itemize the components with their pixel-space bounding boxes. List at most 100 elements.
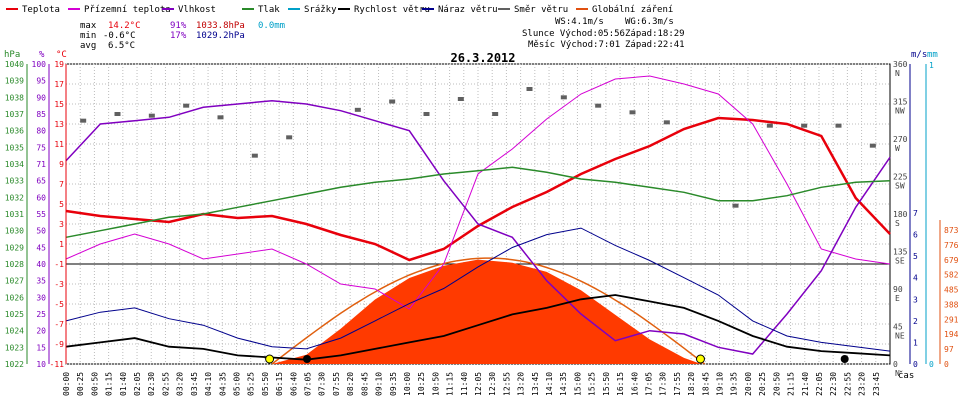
rain-tick-label: 0 [929, 360, 934, 369]
x-tick-label: 07:55 [332, 372, 341, 396]
pct-tick-label: 10 [36, 360, 46, 369]
moonrise-marker [303, 355, 312, 363]
wind-dir-tick-label: 315 [893, 98, 908, 107]
pct-tick-label: 75 [36, 143, 46, 152]
series-line [65, 294, 891, 361]
wind-direction-point [114, 112, 121, 116]
x-tick-label: 15:00 [573, 372, 582, 396]
pct-tick-label: 100 [32, 60, 47, 69]
x-tick-label: 04:35 [218, 372, 227, 396]
rain-tick-label: 1 [929, 61, 934, 70]
wind-direction-point [595, 103, 602, 108]
x-tick-label: 12:05 [474, 372, 483, 396]
x-tick-label: 13:20 [517, 372, 526, 396]
x-tick-label: 17:05 [644, 372, 653, 396]
wind-direction-point [766, 123, 773, 128]
info-sun: Slunce Východ:05:56 [522, 29, 625, 39]
legend-label: Tlak [258, 5, 280, 15]
x-tick-label: 08:45 [360, 372, 369, 396]
temp-tick-label: -11 [50, 360, 65, 369]
x-tick-label: 09:35 [389, 372, 398, 396]
hpa-tick-label: 1040 [5, 60, 24, 69]
x-tick-label: 18:20 [687, 372, 696, 396]
pct-tick-label: 90 [36, 93, 46, 102]
info-moon: Měsíc Východ:7:01 [528, 40, 620, 50]
wind-speed-tick-label: 7 [913, 209, 918, 218]
wind-speed-tick-label: 1 [913, 338, 918, 347]
wind-dir-tick-label: 360 [893, 60, 908, 69]
hpa-tick-label: 1023 [5, 343, 24, 352]
x-tick-label: 12:30 [488, 372, 497, 396]
wind-direction-point [663, 120, 670, 125]
pct-tick-label: 30 [36, 293, 46, 302]
wind-dir-tick-label: 225 [893, 173, 908, 182]
stat-avg-temp: 6.5°C [108, 41, 135, 51]
x-tick-label: 07:05 [304, 372, 313, 396]
wind-dir-tick-label: SW [895, 182, 905, 191]
temp-tick-label: 9 [59, 160, 64, 169]
wind-speed-tick-label: 6 [913, 231, 918, 240]
temp-tick-label: -3 [54, 280, 64, 289]
wind-direction-point [80, 118, 87, 123]
wind-dir-tick-label: NW [895, 107, 905, 116]
x-tick-label: 18:45 [701, 372, 710, 396]
x-tick-label: 04:10 [204, 372, 213, 396]
hpa-tick-label: 1038 [5, 93, 24, 102]
hpa-tick-label: 1036 [5, 127, 24, 136]
series-line [65, 75, 891, 310]
pct-tick-label: 55 [36, 210, 46, 219]
pct-tick-label: 80 [36, 127, 46, 136]
temp-tick-label: 7 [59, 180, 64, 189]
x-tick-label: 22:55 [843, 372, 852, 396]
pct-tick-label: 65 [36, 177, 46, 186]
x-tick-label: 00:00 [62, 372, 71, 396]
radiation-tick-label: 582 [944, 271, 959, 280]
temp-tick-label: 13 [54, 120, 64, 129]
wind-dir-tick-label: S [895, 219, 900, 228]
info-ws: WS:4.1m/s [555, 17, 604, 27]
chart-title: 26.3.2012 [450, 51, 515, 65]
hpa-tick-label: 1031 [5, 210, 24, 219]
x-tick-label: 08:20 [346, 372, 355, 396]
temp-tick-label: -7 [54, 320, 64, 329]
radiation-tick-label: 485 [944, 286, 959, 295]
axis-temp-label: °C [56, 50, 67, 60]
line-series [65, 75, 891, 361]
wind-speed-tick-label: 4 [913, 274, 918, 283]
pct-tick-label: 15 [36, 343, 46, 352]
pct-tick-label: 71 [36, 160, 46, 169]
pct-tick-label: 40 [36, 260, 46, 269]
wind-dir-tick-label: 135 [893, 248, 908, 257]
x-tick-label: 10:00 [403, 372, 412, 396]
wind-direction-point [183, 103, 190, 108]
radiation-tick-label: 873 [944, 226, 959, 235]
x-tick-label: 11:15 [446, 372, 455, 396]
temp-tick-label: 5 [59, 200, 64, 209]
stat-max-temp: 14.2°C [108, 21, 141, 31]
temp-tick-label: 3 [59, 220, 64, 229]
x-tick-label: 15:50 [602, 372, 611, 396]
moonset-marker [840, 355, 849, 363]
hpa-tick-label: 1030 [5, 227, 24, 236]
axis-rain-label: mm [927, 50, 938, 60]
x-tick-label: 16:40 [630, 372, 639, 396]
x-tick-label: 19:35 [730, 372, 739, 396]
x-tick-label: 09:10 [375, 372, 384, 396]
pct-tick-label: 50 [36, 227, 46, 236]
wind-dir-tick-label: N [895, 69, 900, 78]
wind-direction-point [217, 115, 224, 120]
x-tick-label: 02:05 [133, 372, 142, 396]
pct-tick-label: 25 [36, 310, 46, 319]
wind-dir-tick-label: 180 [893, 210, 908, 219]
x-tick-label: 05:25 [247, 372, 256, 396]
stat-avg-label: avg [80, 41, 96, 51]
wind-dir-tick-label: W [895, 144, 900, 153]
radiation-tick-label: 97 [944, 345, 954, 354]
radiation-tick-label: 291 [944, 315, 959, 324]
legend-label: Rychlost větru [354, 5, 430, 15]
x-tick-label: 01:15 [105, 372, 114, 396]
wind-direction-point [835, 123, 842, 128]
hpa-tick-label: 1025 [5, 310, 24, 319]
hpa-tick-label: 1033 [5, 177, 24, 186]
